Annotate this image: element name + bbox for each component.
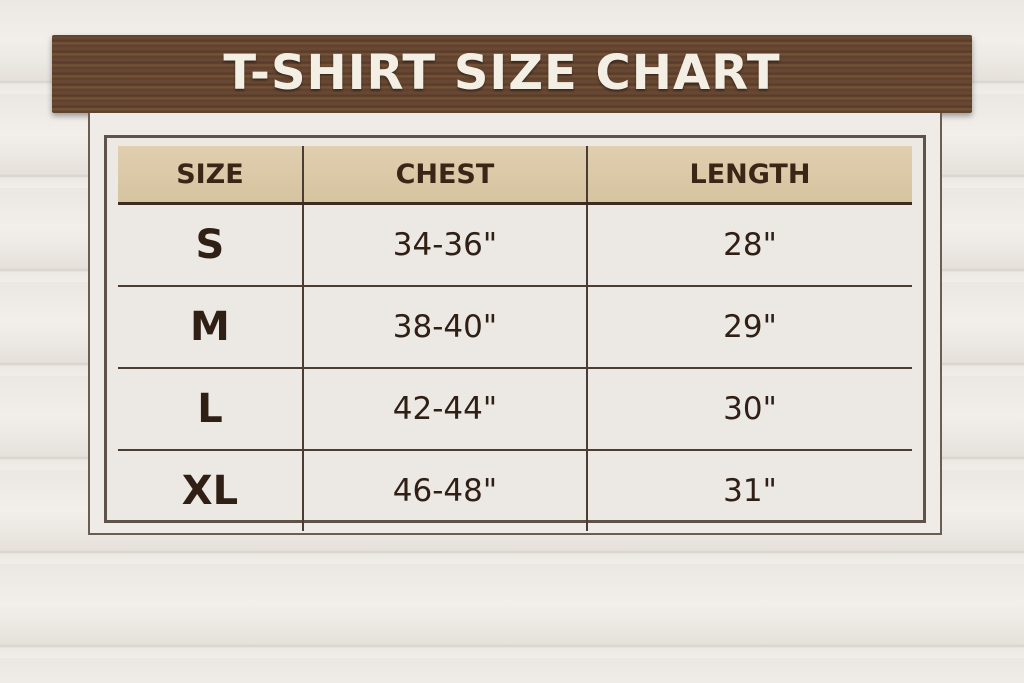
chart-title: T-SHIRT SIZE CHART bbox=[223, 45, 781, 101]
cell-length: 31" bbox=[585, 449, 912, 531]
header-row: SIZE CHEST LENGTH bbox=[118, 146, 912, 205]
table-row: S 34-36" 28" bbox=[118, 203, 912, 286]
size-table: SIZE CHEST LENGTH S 34-36" 28" M 38-40" 29" L 4… bbox=[118, 146, 912, 531]
table-frame: SIZE CHEST LENGTH S 34-36" 28" M 38-40" 29" L 4… bbox=[104, 135, 926, 531]
cell-length: 30" bbox=[585, 367, 912, 450]
header-size: SIZE bbox=[118, 146, 303, 205]
cell-chest: 34-36" bbox=[301, 203, 587, 286]
cell-size: M bbox=[118, 285, 303, 368]
cell-chest: 42-44" bbox=[301, 367, 587, 450]
table-row: XL 46-48" 31" bbox=[118, 449, 912, 531]
cell-size: XL bbox=[118, 449, 303, 531]
cell-length: 28" bbox=[585, 203, 912, 286]
table-row: M 38-40" 29" bbox=[118, 285, 912, 368]
title-board: T-SHIRT SIZE CHART bbox=[52, 35, 972, 113]
header-chest: CHEST bbox=[301, 146, 587, 205]
size-chart-panel: SIZE CHEST LENGTH S 34-36" 28" M 38-40" 29" L 4… bbox=[88, 113, 942, 535]
cell-size: S bbox=[195, 222, 225, 268]
table-row: L 42-44" 30" bbox=[118, 367, 912, 450]
header-length: LENGTH bbox=[585, 146, 912, 205]
cell-chest: 38-40" bbox=[301, 285, 587, 368]
cell-size: L bbox=[118, 367, 303, 450]
cell-chest: 46-48" bbox=[301, 449, 587, 531]
cell-length: 29" bbox=[585, 285, 912, 368]
